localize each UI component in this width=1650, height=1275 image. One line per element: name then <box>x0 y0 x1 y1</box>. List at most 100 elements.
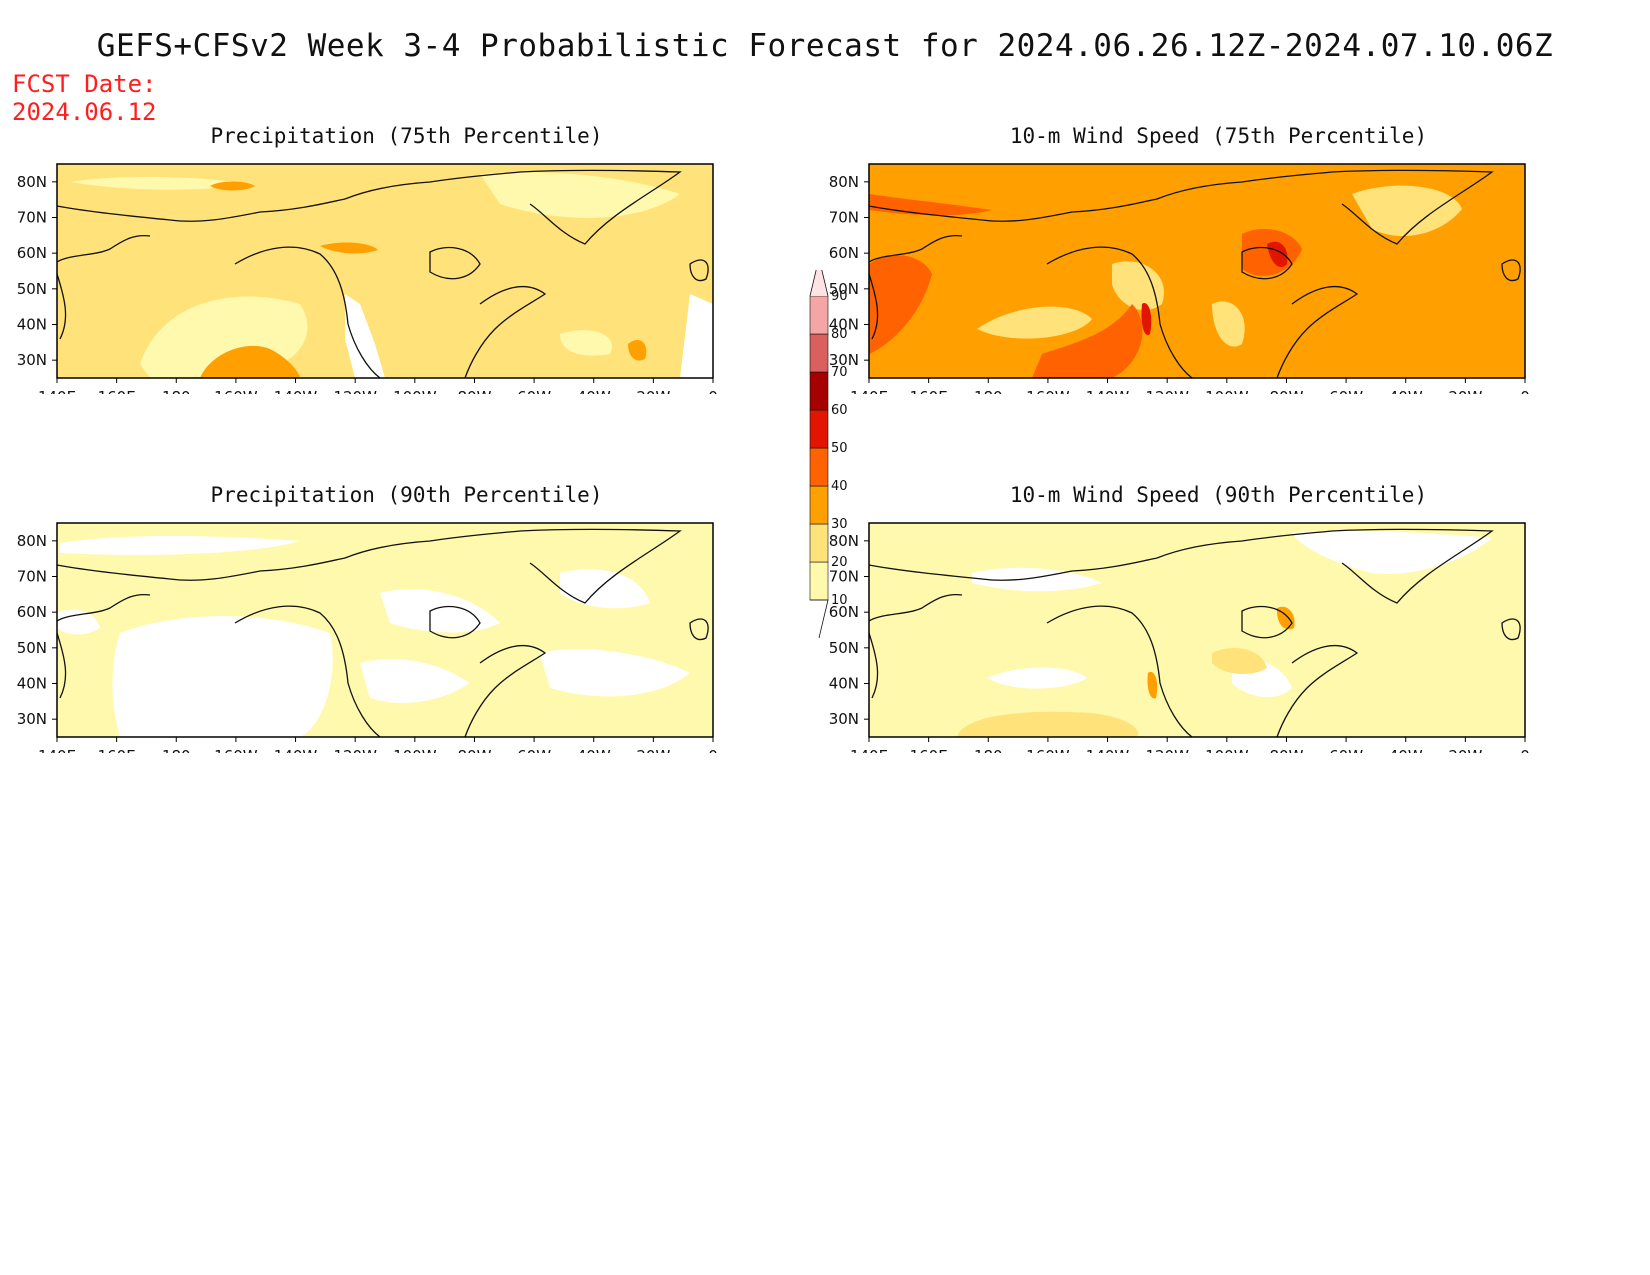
lon-tick-label: 60W <box>1329 388 1363 394</box>
lon-tick-label: 80W <box>457 388 491 394</box>
lon-tick-label: 80W <box>1269 747 1303 753</box>
colorbar-arrow-top <box>809 270 829 297</box>
colorbar: 10 20 30 40 50 60 70 80 90 <box>809 270 848 639</box>
colorbar-swatch <box>809 485 829 525</box>
lat-tick-label: 60N <box>17 603 47 621</box>
lat-tick-label: 30N <box>829 710 859 728</box>
map-frame <box>868 163 1526 379</box>
lon-tick-label: 40W <box>577 388 611 394</box>
colorbar-swatch <box>809 523 829 563</box>
colorbar-level-label: 10 <box>831 593 848 608</box>
forecast-date-label: FCST Date: <box>12 70 157 98</box>
lon-tick-label: 0 <box>708 388 718 394</box>
lon-tick-label: 40W <box>1389 747 1423 753</box>
map-precip-75: 140E 160E 180 160W 140W 120W 100W 80W 60W 40W 20W 0… <box>17 163 718 394</box>
lat-tick-label: 40N <box>829 316 859 334</box>
lon-tick-label: 60W <box>1329 747 1363 753</box>
lon-tick-label: 140E <box>38 388 76 394</box>
lat-tick-label: 30N <box>17 710 47 728</box>
lon-tick-label: 140W <box>1086 388 1130 394</box>
lat-tick-label: 60N <box>17 244 47 262</box>
lat-tick-label: 40N <box>17 675 47 693</box>
lat-tick-label: 70N <box>829 209 859 227</box>
map-frame <box>56 522 714 738</box>
panel-title: Precipitation (90th Percentile) <box>210 483 603 507</box>
lon-tick-label: 160E <box>910 747 948 753</box>
lon-tick-label: 180 <box>974 747 1003 753</box>
lon-tick-label: 160E <box>98 388 136 394</box>
colorbar-swatch <box>809 295 829 335</box>
colorbar-swatch <box>809 447 829 487</box>
lon-tick-label: 180 <box>974 388 1003 394</box>
colorbar-level-label: 80 <box>831 327 848 342</box>
lon-tick-label: 100W <box>1205 388 1249 394</box>
map-wind-90: 140E 160E 180 160W 140W 120W 100W 80W 60W 40W 20W 0… <box>829 522 1530 753</box>
lon-tick-label: 20W <box>636 747 670 753</box>
lon-tick-label: 140E <box>38 747 76 753</box>
contour-fills <box>957 530 1492 737</box>
forecast-date-value: 2024.06.12 <box>12 98 157 126</box>
lon-tick-label: 80W <box>1269 388 1303 394</box>
lat-tick-label: 30N <box>829 351 859 369</box>
panel-title: 10-m Wind Speed (75th Percentile) <box>1009 124 1428 148</box>
lon-tick-label: 120W <box>333 747 377 753</box>
colorbar-level-label: 20 <box>831 555 848 570</box>
colorbar-level-label: 40 <box>831 479 848 494</box>
lat-tick-label: 80N <box>829 532 859 550</box>
lon-tick-label: 80W <box>457 747 491 753</box>
map-precip-90: 140E 160E 180 160W 140W 120W 100W 80W 60W 40W 20W 0… <box>17 522 718 753</box>
contour-fills <box>869 185 1462 378</box>
lon-tick-label: 40W <box>1389 388 1423 394</box>
colorbar-level-label: 60 <box>831 403 848 418</box>
lon-tick-label: 180 <box>162 388 191 394</box>
lon-tick-label: 100W <box>393 747 437 753</box>
lon-tick-label: 140W <box>274 747 318 753</box>
lat-tick-label: 80N <box>17 173 47 191</box>
lon-tick-label: 0 <box>1520 388 1530 394</box>
lon-tick-label: 100W <box>1205 747 1249 753</box>
map-wind-75: 140E 160E 180 160W 140W 120W 100W 80W 60W 40W 20W 0… <box>829 163 1530 394</box>
lon-tick-label: 160W <box>1026 747 1070 753</box>
lon-tick-label: 120W <box>1145 747 1189 753</box>
lat-tick-label: 80N <box>829 173 859 191</box>
contour-fills <box>70 172 713 378</box>
panel-precip-75: Precipitation (75th Percentile) 140E1 <box>0 124 760 394</box>
lon-tick-label: 140E <box>850 388 888 394</box>
colorbar-swatch <box>809 371 829 411</box>
colorbar-level-label: 30 <box>831 517 848 532</box>
lat-tick-label: 50N <box>17 280 47 298</box>
axis-labels: 140E 160E 180 160W 140W 120W 100W 80W 60W 40W 20W 0… <box>17 532 718 753</box>
contour-fills <box>57 536 690 737</box>
lon-tick-label: 40W <box>577 747 611 753</box>
map-frame <box>868 522 1526 738</box>
figure-title: GEFS+CFSv2 Week 3-4 Probabilistic Foreca… <box>96 28 1554 64</box>
lat-tick-label: 60N <box>829 244 859 262</box>
lon-tick-label: 160E <box>98 747 136 753</box>
lon-tick-label: 100W <box>393 388 437 394</box>
map-frame <box>56 163 714 379</box>
panel-title: Precipitation (75th Percentile) <box>210 124 603 148</box>
lon-tick-label: 140W <box>1086 747 1130 753</box>
lon-tick-label: 120W <box>333 388 377 394</box>
coastlines <box>56 528 709 738</box>
lon-tick-label: 180 <box>162 747 191 753</box>
coastlines <box>56 169 709 379</box>
lat-tick-label: 50N <box>829 639 859 657</box>
panel-title: 10-m Wind Speed (90th Percentile) <box>1009 483 1428 507</box>
lat-tick-label: 80N <box>17 532 47 550</box>
lon-tick-label: 0 <box>1520 747 1530 753</box>
lon-tick-label: 160E <box>910 388 948 394</box>
colorbar-swatch <box>809 409 829 449</box>
lon-tick-label: 120W <box>1145 388 1189 394</box>
colorbar-level-label: 50 <box>831 441 848 456</box>
lon-tick-label: 140W <box>274 388 318 394</box>
colorbar-swatch <box>809 561 829 601</box>
colorbar-level-label: 70 <box>831 365 848 380</box>
lat-tick-label: 70N <box>17 209 47 227</box>
lon-tick-label: 160W <box>214 747 258 753</box>
lat-tick-label: 70N <box>829 568 859 586</box>
lon-tick-label: 20W <box>1448 388 1482 394</box>
coastlines <box>868 528 1521 738</box>
lon-tick-label: 140E <box>850 747 888 753</box>
lon-tick-label: 60W <box>517 747 551 753</box>
